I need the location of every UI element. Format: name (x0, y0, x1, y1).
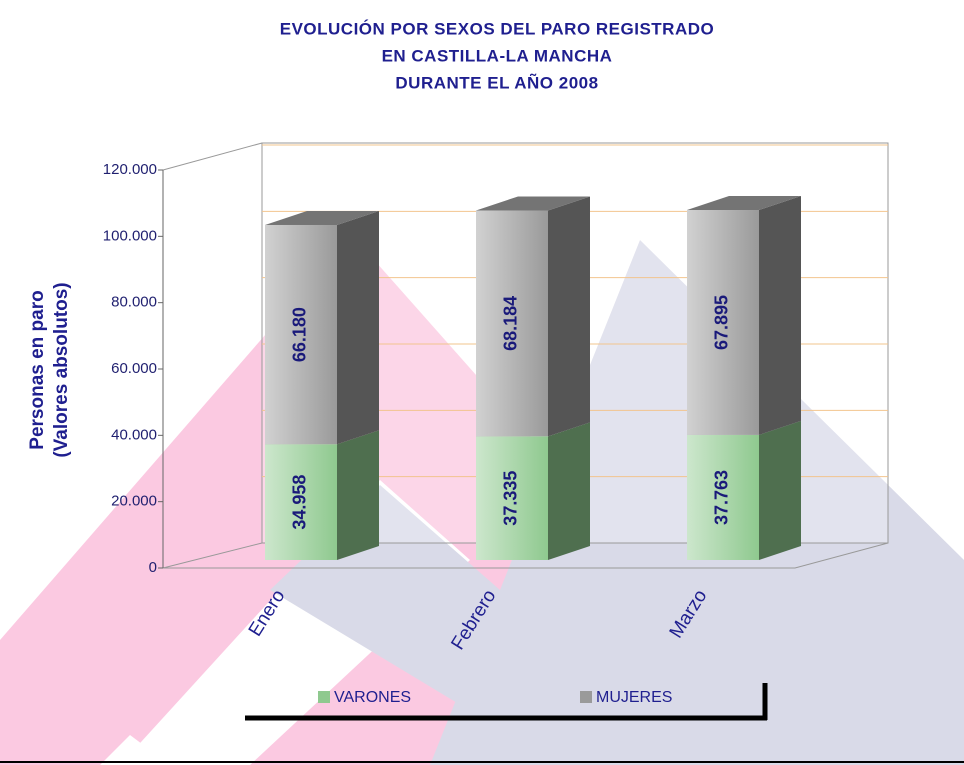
value-label: 68.184 (501, 296, 521, 351)
bar-side (759, 196, 801, 435)
y-tick-label: 120.000 (103, 161, 157, 178)
bar-highlight (476, 210, 548, 437)
bar-highlight (265, 224, 337, 445)
bar-side (548, 196, 590, 437)
y-tick-label: 80.000 (111, 294, 157, 311)
value-label: 67.895 (712, 295, 732, 350)
bar-highlight (687, 434, 759, 560)
legend-swatch (580, 691, 592, 703)
legend-swatch (318, 691, 330, 703)
value-label: 37.763 (712, 470, 732, 525)
bar-top (476, 196, 590, 211)
y-tick-label: 100.000 (103, 227, 157, 244)
value-label: 34.958 (290, 475, 310, 530)
y-axis-title: Personas en paro (Valores absolutos) (27, 282, 72, 457)
legend-label: VARONES (334, 689, 411, 706)
value-label: 37.335 (501, 471, 521, 526)
bar-top (687, 196, 801, 211)
legend-label: MUJERES (596, 689, 672, 706)
legend (245, 683, 768, 721)
bar-top (265, 210, 379, 225)
chart-title: EN CASTILLA-LA MANCHA (382, 46, 613, 65)
chart-title: EVOLUCIÓN POR SEXOS DEL PARO REGISTRADO (280, 19, 714, 38)
y-tick-label: 40.000 (111, 426, 157, 443)
bar-highlight (476, 436, 548, 560)
y-tick-label: 20.000 (111, 493, 157, 510)
chart-title: DURANTE EL AÑO 2008 (395, 72, 598, 92)
bar-highlight (687, 210, 759, 435)
bar-highlight (265, 444, 337, 560)
bar-side (337, 430, 379, 560)
y-axis-title-line: Personas en paro (27, 290, 48, 449)
value-label: 66.180 (290, 307, 310, 362)
y-tick-label: 0 (149, 559, 157, 576)
y-tick-label: 60.000 (111, 360, 157, 377)
bar-side (548, 422, 590, 560)
y-axis-title-line: (Valores absolutos) (51, 282, 72, 457)
bar-side (759, 420, 801, 560)
bar-side (337, 210, 379, 445)
